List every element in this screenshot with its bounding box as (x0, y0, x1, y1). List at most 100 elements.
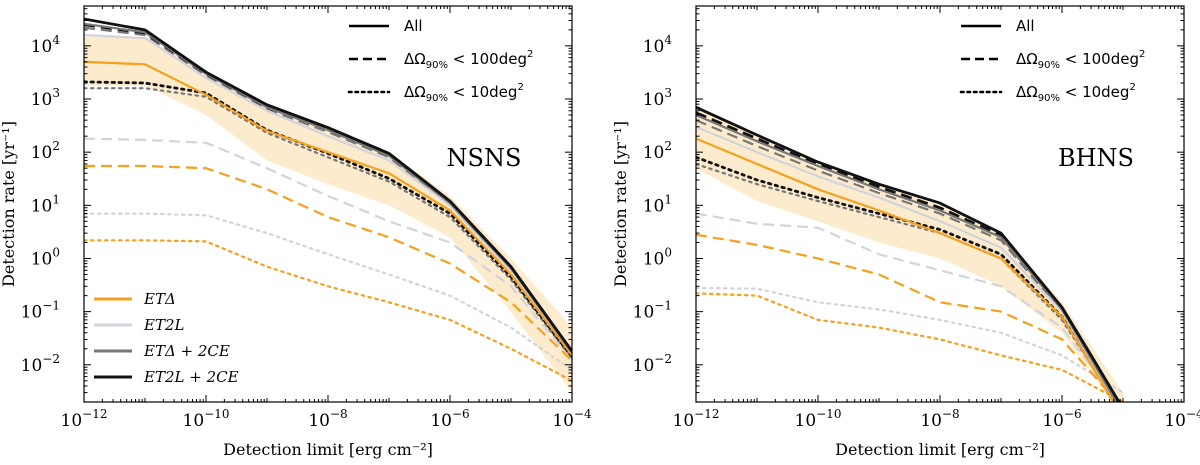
legend-label-text: ETΔ (143, 290, 176, 308)
y-tick-base: 10 (31, 143, 53, 163)
x-tick-label: 10−8 (920, 407, 959, 431)
x-tick-exponent: −12 (694, 407, 719, 421)
y-tick-base: 10 (31, 90, 53, 110)
y-tick-label: 104 (31, 33, 61, 57)
plot-area (696, 106, 1125, 402)
x-tick-exponent: −8 (330, 407, 348, 421)
y-tick-base: 10 (643, 90, 665, 110)
legend-label-suffix: < 10deg (1060, 83, 1129, 101)
series-line-et2l-plus-2ce-all (696, 106, 1121, 402)
legend-label-subscript: 90% (1038, 60, 1060, 71)
y-tick-base: 10 (21, 303, 43, 323)
legend-label-dotted: ΔΩ90% < 10deg2 (1016, 82, 1136, 104)
series-line-etdelta-all (696, 137, 1115, 402)
y-tick-label: 10−1 (21, 299, 60, 323)
y-tick-label: 100 (643, 245, 672, 269)
x-tick-base: 10 (795, 411, 817, 431)
y-tick-label: 103 (31, 86, 60, 110)
series-line-et2l-dashed (84, 137, 572, 362)
x-tick-exponent: −6 (452, 407, 470, 421)
y-tick-label: 103 (643, 86, 672, 110)
series-line-et2l-plus-2ce-all (84, 17, 572, 353)
series-line-etdelta-plus-2ce-all (696, 113, 1118, 402)
uncertainty-band (84, 36, 572, 393)
legend-label-et2l-plus-2ce: ET2L + 2CE (143, 368, 239, 386)
x-axis-label-text: Detection limit [erg cm⁻²] (835, 440, 1045, 459)
series-line-etdelta-plus-2ce-dotted (84, 87, 572, 360)
series-line-et2l-all (84, 33, 572, 355)
legend-label-et2l: ET2L (143, 316, 184, 334)
x-tick-base: 10 (430, 411, 452, 431)
legend-label-text: ET2L + 2CE (143, 368, 239, 386)
y-tick-exponent: 3 (664, 86, 672, 100)
series-line-etdelta-dashed (696, 233, 1119, 402)
series-line-et2l-dashed (696, 212, 1120, 402)
x-tick-label: 10−4 (1164, 407, 1200, 431)
y-tick-exponent: 1 (52, 192, 60, 206)
y-tick-base: 10 (31, 249, 53, 269)
legend-label-main: ΔΩ (404, 50, 426, 68)
legend-label-subscript: 90% (426, 60, 448, 71)
y-tick-base: 10 (31, 196, 53, 216)
legend-label-suffix: < 10deg (448, 83, 517, 101)
y-tick-exponent: 4 (52, 33, 60, 47)
legend-label-dashed: ΔΩ90% < 100deg2 (404, 49, 533, 71)
series-line-et2l-dotted (696, 286, 1125, 394)
series-line-etdelta-plus-2ce-dashed (84, 26, 572, 355)
legend-label-subscript: 90% (426, 93, 448, 104)
y-tick-label: 10−1 (633, 299, 672, 323)
x-tick-label: 10−6 (430, 407, 469, 431)
y-tick-base: 10 (21, 356, 43, 376)
x-tick-exponent: −8 (942, 407, 960, 421)
x-tick-exponent: −6 (1064, 407, 1082, 421)
legend-label-subscript: 90% (1038, 93, 1060, 104)
y-axis-label-text: Detection rate [yr⁻¹] (611, 121, 630, 287)
y-tick-exponent: 4 (664, 33, 672, 47)
y-tick-exponent: −2 (654, 352, 672, 366)
x-tick-label: 10−10 (183, 407, 230, 431)
x-tick-base: 10 (920, 411, 942, 431)
legend-label-main: ΔΩ (1016, 83, 1038, 101)
x-tick-base: 10 (61, 411, 83, 431)
legend-label-main: All (1016, 17, 1035, 35)
uncertainty-band (696, 107, 1123, 402)
y-tick-exponent: −1 (42, 299, 60, 313)
x-axis-label: Detection limit [erg cm⁻²] (835, 440, 1045, 459)
legend-label-main: ΔΩ (1016, 50, 1038, 68)
series-line-etdelta-all (84, 60, 572, 357)
ticks (695, 6, 1185, 403)
x-tick-base: 10 (1164, 411, 1186, 431)
legend-label-suffix: < 100deg (1060, 50, 1139, 68)
panel-annotation-text: BHNS (1058, 144, 1134, 172)
x-tick-base: 10 (183, 411, 205, 431)
y-tick-label: 102 (643, 139, 672, 163)
y-tick-label: 101 (31, 192, 60, 216)
x-tick-label: 10−6 (1042, 407, 1081, 431)
y-tick-base: 10 (31, 37, 53, 57)
x-tick-base: 10 (1042, 411, 1064, 431)
x-tick-exponent: −10 (204, 407, 229, 421)
legend-label-main: All (404, 17, 423, 35)
ticks (83, 6, 573, 403)
plot-area (84, 17, 572, 393)
x-tick-label: 10−10 (795, 407, 842, 431)
legend-label-main: ΔΩ (404, 83, 426, 101)
x-tick-label: 10−8 (308, 407, 347, 431)
x-tick-exponent: −12 (82, 407, 107, 421)
y-axis-label: Detection rate [yr⁻¹] (0, 121, 18, 287)
y-tick-exponent: −1 (654, 299, 672, 313)
x-axis-label-text: Detection limit [erg cm⁻²] (223, 440, 433, 459)
y-axis-label: Detection rate [yr⁻¹] (611, 121, 630, 287)
legend-label-superscript: 2 (517, 82, 523, 93)
series-line-et2l-plus-2ce-dotted (84, 80, 572, 359)
y-tick-exponent: 2 (664, 139, 672, 153)
legend-label-superscript: 2 (1129, 82, 1135, 93)
y-axis-label-text: Detection rate [yr⁻¹] (0, 121, 18, 287)
legend-label-superscript: 2 (1139, 49, 1145, 60)
panel-annotation-text: NSNS (447, 144, 522, 172)
legend-label-text: ET2L (143, 316, 184, 334)
y-tick-base: 10 (643, 143, 665, 163)
x-tick-exponent: −10 (816, 407, 841, 421)
